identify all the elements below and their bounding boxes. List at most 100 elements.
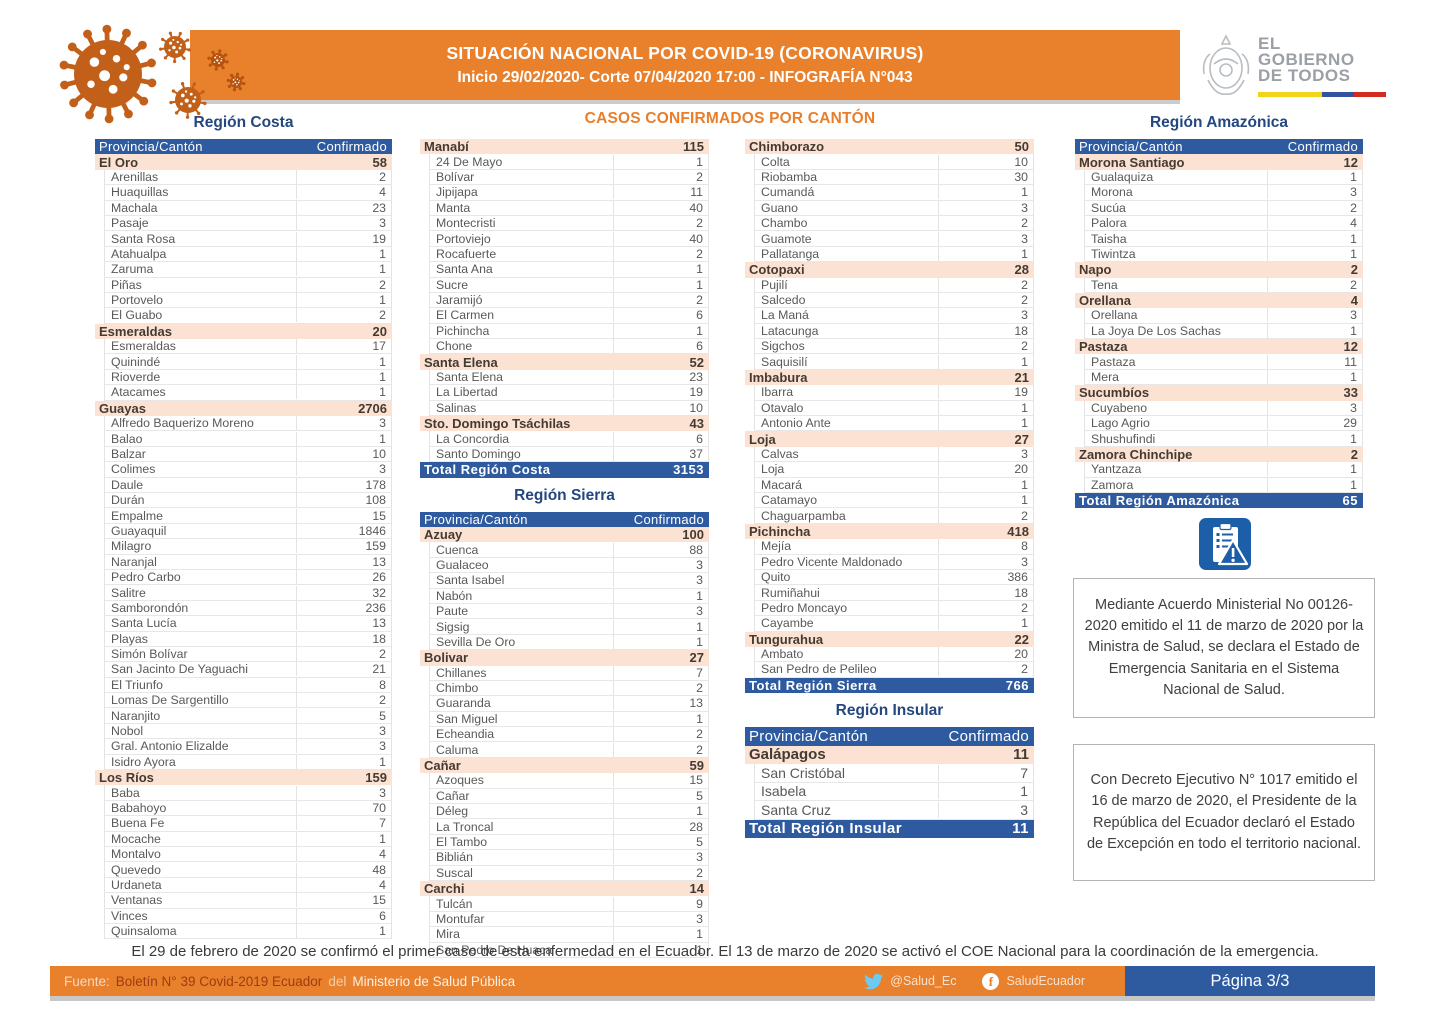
row-name: Piñas <box>111 277 142 292</box>
row-value: 20 <box>938 462 1033 477</box>
row-name: Ambato <box>761 647 804 662</box>
row-name: Ventanas <box>111 893 163 908</box>
row-name: Machala <box>111 200 158 215</box>
row-value: 26 <box>296 570 391 585</box>
row-name: Pichincha <box>436 323 490 338</box>
row-value: 1 <box>613 634 708 649</box>
row-value: 159 <box>365 770 387 786</box>
row-value: 2 <box>1350 447 1358 462</box>
row-name: Chone <box>436 339 473 354</box>
title-banner: SITUACIÓN NACIONAL POR COVID-19 (CORONAV… <box>190 30 1180 100</box>
row-name: Saquisilí <box>761 354 808 369</box>
canton-row: Huaquillas 4 <box>104 185 392 201</box>
row-name: Otavalo <box>761 400 804 415</box>
canton-row: Orellana 3 <box>1084 308 1363 324</box>
row-name: El Carmen <box>436 308 495 323</box>
row-name: Daule <box>111 477 144 492</box>
row-value: 11 <box>613 185 708 200</box>
canton-row: La Libertad 19 <box>429 385 709 401</box>
row-name: Tungurahua <box>749 631 824 647</box>
row-name: Echeandia <box>436 727 495 742</box>
canton-row: Pedro Vicente Maldonado 3 <box>754 554 1034 570</box>
canton-row: Pasaje 3 <box>104 215 392 232</box>
row-name: Playas <box>111 631 148 646</box>
province-row: Esmeraldas 20 <box>95 323 392 340</box>
canton-row: Jipijapa 11 <box>429 185 709 201</box>
row-name: Quevedo <box>111 862 161 877</box>
canton-row: La Joya De Los Sachas 1 <box>1084 323 1363 340</box>
canton-row: Paute 3 <box>429 603 709 620</box>
canton-row: Loja 20 <box>754 462 1034 478</box>
row-value: 1 <box>613 588 708 603</box>
row-value: 2 <box>1267 200 1362 215</box>
coronavirus-illustration <box>59 24 246 124</box>
canton-row: Daule 178 <box>104 477 392 493</box>
row-name: Nobol <box>111 724 144 739</box>
row-name: Sigsig <box>436 619 470 634</box>
row-name: Orellana <box>1091 308 1138 323</box>
row-value: 1 <box>938 616 1033 631</box>
row-name: Chaguarpamba <box>761 508 846 523</box>
row-value: 28 <box>613 819 708 834</box>
row-value: 7 <box>296 816 391 831</box>
row-name: Empalme <box>111 508 163 523</box>
canton-row: Mera 1 <box>1084 369 1363 386</box>
row-value: 3153 <box>673 462 704 478</box>
canton-row: Pedro Carbo 26 <box>104 569 392 586</box>
province-row: Napo 2 <box>1075 262 1363 278</box>
row-value: 108 <box>296 493 391 508</box>
row-value: 418 <box>1007 523 1029 539</box>
row-value: 7 <box>938 764 1033 781</box>
row-name: Arenillas <box>111 169 159 184</box>
row-name: Pujilí <box>761 277 788 292</box>
row-name: Pedro Vicente Maldonado <box>761 554 903 569</box>
total-row: Total Región Insular 11 <box>745 819 1034 839</box>
row-value: 3 <box>296 785 391 800</box>
row-value: 15 <box>296 893 391 908</box>
row-value: 1 <box>613 154 708 169</box>
province-row: Zamora Chinchipe 2 <box>1075 446 1363 463</box>
row-name: Rocafuerte <box>436 246 497 261</box>
row-value: 2 <box>613 169 708 184</box>
column-header-confirmed: Confirmado <box>1287 139 1358 155</box>
canton-row: Empalme 15 <box>104 508 392 524</box>
canton-row: Nobol 3 <box>104 723 392 740</box>
row-value: 1 <box>613 927 708 942</box>
row-name: Esmeraldas <box>111 339 176 354</box>
canton-row: San Jacinto De Yaguachi 21 <box>104 662 392 678</box>
row-name: Catamayo <box>761 493 818 508</box>
row-value: 3 <box>613 850 708 865</box>
canton-row: Playas 18 <box>104 631 392 647</box>
data-table: Provincia/Cantón Confirmado Galápagos 11 San… <box>745 727 1034 839</box>
row-name: Rumiñahui <box>761 585 820 600</box>
row-name: Los Ríos <box>99 770 154 786</box>
canton-row: Jaramijó 2 <box>429 292 709 309</box>
note-decreto-ejecutivo: Con Decreto Ejecutivo N° 1017 emitido el… <box>1073 744 1375 881</box>
province-row: Sto. Domingo Tsáchilas 43 <box>420 416 709 432</box>
row-value: 1 <box>613 804 708 819</box>
banner-title: SITUACIÓN NACIONAL POR COVID-19 (CORONAV… <box>446 43 924 63</box>
row-name: Guayaquil <box>111 523 167 538</box>
canton-row: Tiwintza 1 <box>1084 246 1363 263</box>
canton-row: Urdaneta 4 <box>104 877 392 894</box>
canton-row: Rocafuerte 2 <box>429 246 709 263</box>
province-row: Sucumbíos 33 <box>1075 385 1363 401</box>
row-value: 3 <box>613 604 708 619</box>
logo-text: EL GOBIERNO DE TODOS <box>1258 34 1355 85</box>
canton-row: Mira 1 <box>429 927 709 943</box>
row-name: Alfredo Baquerizo Moreno <box>111 416 254 431</box>
canton-row: Gral. Antonio Elizalde 3 <box>104 739 392 755</box>
row-name: Guayas <box>99 400 146 416</box>
row-value: 5 <box>613 834 708 849</box>
canton-row: Guamote 3 <box>754 231 1034 247</box>
row-name: Simón Bolívar <box>111 647 188 662</box>
row-name: Ibarra <box>761 385 794 400</box>
row-name: Tulcán <box>436 896 473 911</box>
row-value: 4 <box>296 847 391 862</box>
canton-row: Santo Domingo 37 <box>429 446 709 463</box>
row-value: 43 <box>689 416 704 432</box>
source-label: Fuente: <box>64 973 110 989</box>
canton-row: La Concordia 6 <box>429 431 709 447</box>
row-name: Naranjal <box>111 554 157 569</box>
canton-row: Salitre 32 <box>104 585 392 601</box>
